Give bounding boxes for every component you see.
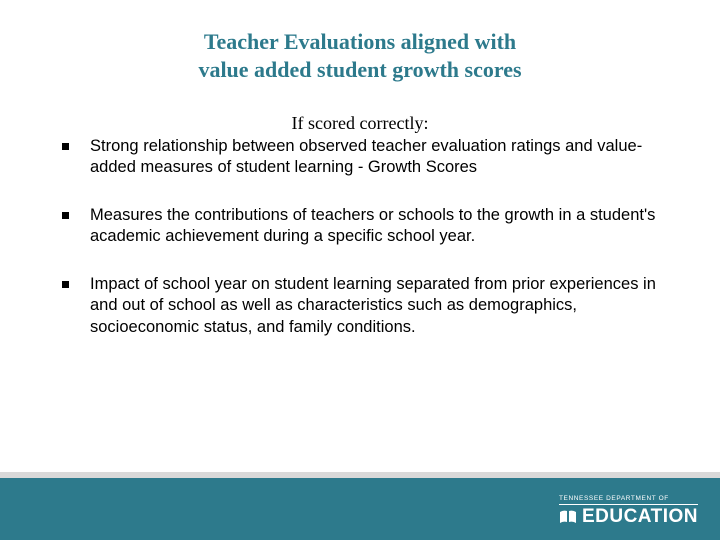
logo-main-text: EDUCATION — [582, 506, 698, 528]
intro-text: If scored correctly: — [50, 113, 670, 134]
footer-logo: TENNESSEE DEPARTMENT OF EDUCATION — [559, 495, 698, 528]
footer-band: TENNESSEE DEPARTMENT OF EDUCATION — [0, 478, 720, 540]
title-line-1: Teacher Evaluations aligned with — [204, 29, 516, 54]
title-line-2: value added student growth scores — [198, 57, 521, 82]
logo-main: EDUCATION — [559, 506, 698, 528]
slide: Teacher Evaluations aligned with value a… — [0, 0, 720, 540]
list-item: Strong relationship between observed tea… — [62, 136, 670, 179]
list-item: Measures the contributions of teachers o… — [62, 205, 670, 248]
slide-title: Teacher Evaluations aligned with value a… — [100, 28, 620, 83]
logo-small-text: TENNESSEE DEPARTMENT OF — [559, 495, 698, 505]
book-icon — [559, 510, 577, 524]
bullet-list: Strong relationship between observed tea… — [50, 136, 670, 338]
list-item: Impact of school year on student learnin… — [62, 274, 670, 338]
